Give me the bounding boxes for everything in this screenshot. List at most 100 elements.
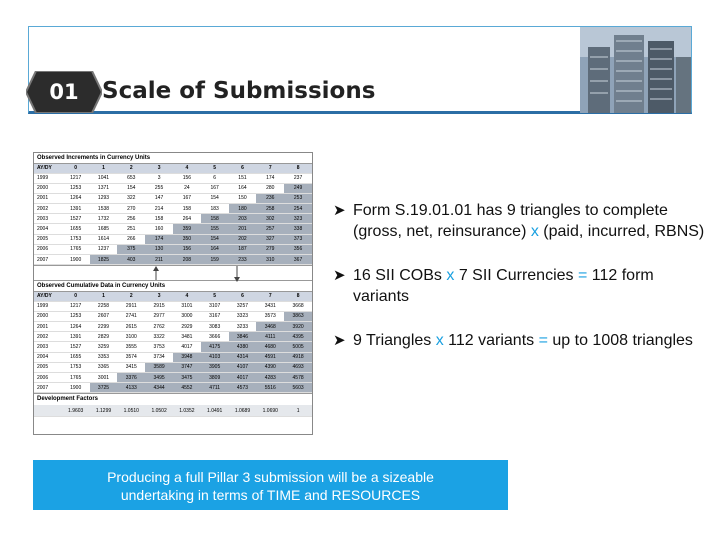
column-header: 3 — [145, 292, 173, 302]
row-year: 2004 — [34, 223, 62, 235]
table-cell: 3481 — [172, 331, 201, 343]
bullet-arrow-icon: ➤ — [333, 332, 346, 349]
table-cell: 2929 — [172, 321, 201, 333]
slide-title: Scale of Submissions — [102, 78, 376, 104]
table-cell: 3167 — [200, 311, 229, 323]
row-year: 2001 — [34, 321, 62, 333]
operator-symbol: = — [577, 267, 588, 284]
row-year: 2002 — [34, 331, 62, 343]
column-header: 0 — [61, 164, 90, 174]
table-cell: 3846 — [228, 331, 257, 343]
table-cell: 3353 — [89, 352, 118, 363]
arrow-connector — [34, 265, 312, 283]
column-header: 2 — [117, 164, 146, 174]
table-cell: 1264 — [61, 321, 90, 333]
table-cell: 1753 — [61, 362, 90, 374]
table-row: 2004 1655 3353 3574 3734 3948 4103 4314 4591 4918 — [34, 352, 312, 363]
table-cell: 1237 — [89, 244, 118, 256]
dev-factor-cell: 1.0690 — [256, 405, 285, 417]
dev-factor-cell: 1.0689 — [228, 405, 257, 417]
table-cell: 350 — [172, 234, 201, 245]
table-row: 1999 1217 1041 653 3 156 6 151 174 237 — [34, 173, 312, 184]
table-cell: 2915 — [145, 301, 173, 312]
table-cell: 167 — [200, 183, 229, 194]
table-cell: 3431 — [256, 301, 285, 312]
cumulative-table: AY/DY 0 1 2 3 4 5 6 7 8 1999 1217 2258 2911 2915 3101 31… — [34, 292, 312, 394]
table-cell: 154 — [117, 183, 146, 194]
table-cell: 3083 — [200, 321, 229, 333]
table-cell: 3573 — [256, 311, 285, 323]
row-year: 1999 — [34, 301, 62, 312]
table-cell: 367 — [284, 254, 312, 266]
row-year: 2006 — [34, 244, 62, 256]
table-cell: 3101 — [172, 301, 201, 312]
bullet-text: 7 SII Currencies — [454, 267, 578, 284]
table-row: 2005 1753 1614 266 174 350 154 202 327 373 — [34, 234, 312, 245]
column-header: 1 — [89, 292, 118, 302]
bullet-text: 112 form variants — [353, 267, 654, 305]
table-cell: 6 — [200, 173, 229, 184]
table-cell: 4107 — [228, 362, 257, 374]
table-cell: 254 — [284, 203, 312, 215]
table-cell: 164 — [228, 183, 257, 194]
table-cell: 211 — [145, 254, 173, 266]
callout-box: Producing a full Pillar 3 submission wil… — [33, 460, 508, 510]
table-cell: 1041 — [89, 173, 118, 184]
table-cell: 3415 — [117, 362, 146, 374]
row-year: 1999 — [34, 173, 62, 184]
table-header-row: AY/DY 0 1 2 3 4 5 6 7 8 — [34, 164, 312, 174]
table-cell: 236 — [256, 193, 285, 205]
table-row: 2007 1900 3725 4133 4344 4552 4711 4573 5516 5603 — [34, 382, 312, 394]
column-header: 0 — [61, 292, 90, 302]
slide-number-badge: 01 — [24, 70, 104, 114]
table-cell: 327 — [256, 234, 285, 245]
bullet-item: ➤ 16 SII COBs x 7 SII Currencies = 112 fo… — [333, 265, 713, 307]
table-cell: 1614 — [89, 234, 118, 245]
table-cell: 159 — [200, 254, 229, 266]
table-cell: 3107 — [200, 301, 229, 312]
table-cell: 3734 — [145, 352, 173, 363]
operator-symbol: x — [435, 332, 444, 349]
table-cell: 403 — [117, 254, 146, 266]
table-cell: 1391 — [61, 203, 90, 215]
table-cell: 4380 — [228, 341, 257, 353]
row-year: 2006 — [34, 372, 62, 384]
bullet-arrow-icon: ➤ — [333, 202, 346, 219]
table-cell: 3365 — [89, 362, 118, 374]
table-cell: 4103 — [200, 352, 229, 363]
table-cell: 156 — [172, 173, 201, 184]
table-cell: 4111 — [256, 331, 285, 343]
table-cell: 4314 — [228, 352, 257, 363]
table-cell: 2258 — [89, 301, 118, 312]
table-cell: 4711 — [200, 382, 229, 394]
table-cell: 4390 — [256, 362, 285, 374]
dev-factor-cell: 1 — [284, 405, 312, 417]
table-cell: 3000 — [172, 311, 201, 323]
table-cell: 3589 — [145, 362, 173, 374]
table-cell: 373 — [284, 234, 312, 245]
table-row: 2006 1765 1237 375 130 156 164 187 279 356 — [34, 244, 312, 256]
table-cell: 375 — [117, 244, 146, 256]
table-cell: 3863 — [284, 311, 312, 323]
bullet-text: (paid, incurred, RBNS) — [538, 223, 705, 240]
table-cell: 1900 — [61, 254, 90, 266]
table-cell: 3468 — [256, 321, 285, 333]
table-cell: 214 — [145, 203, 173, 215]
column-header: 7 — [256, 164, 285, 174]
table-cell: 150 — [228, 193, 257, 205]
table-cell: 1217 — [61, 173, 90, 184]
column-header: 8 — [284, 292, 312, 302]
table-cell: 237 — [284, 173, 312, 184]
bullet-text: 112 variants — [443, 332, 539, 349]
table-cell: 255 — [145, 183, 173, 194]
table-cell: 130 — [145, 244, 173, 256]
table-cell: 1527 — [61, 213, 90, 225]
column-header: AY/DY — [34, 164, 62, 174]
table-cell: 5005 — [284, 341, 312, 353]
table-cell: 2977 — [145, 311, 173, 323]
table-cell: 156 — [172, 244, 201, 256]
table-cell: 4395 — [284, 331, 312, 343]
table-cell: 183 — [200, 203, 229, 215]
table-cell: 3668 — [284, 301, 312, 312]
table-cell: 180 — [228, 203, 257, 215]
